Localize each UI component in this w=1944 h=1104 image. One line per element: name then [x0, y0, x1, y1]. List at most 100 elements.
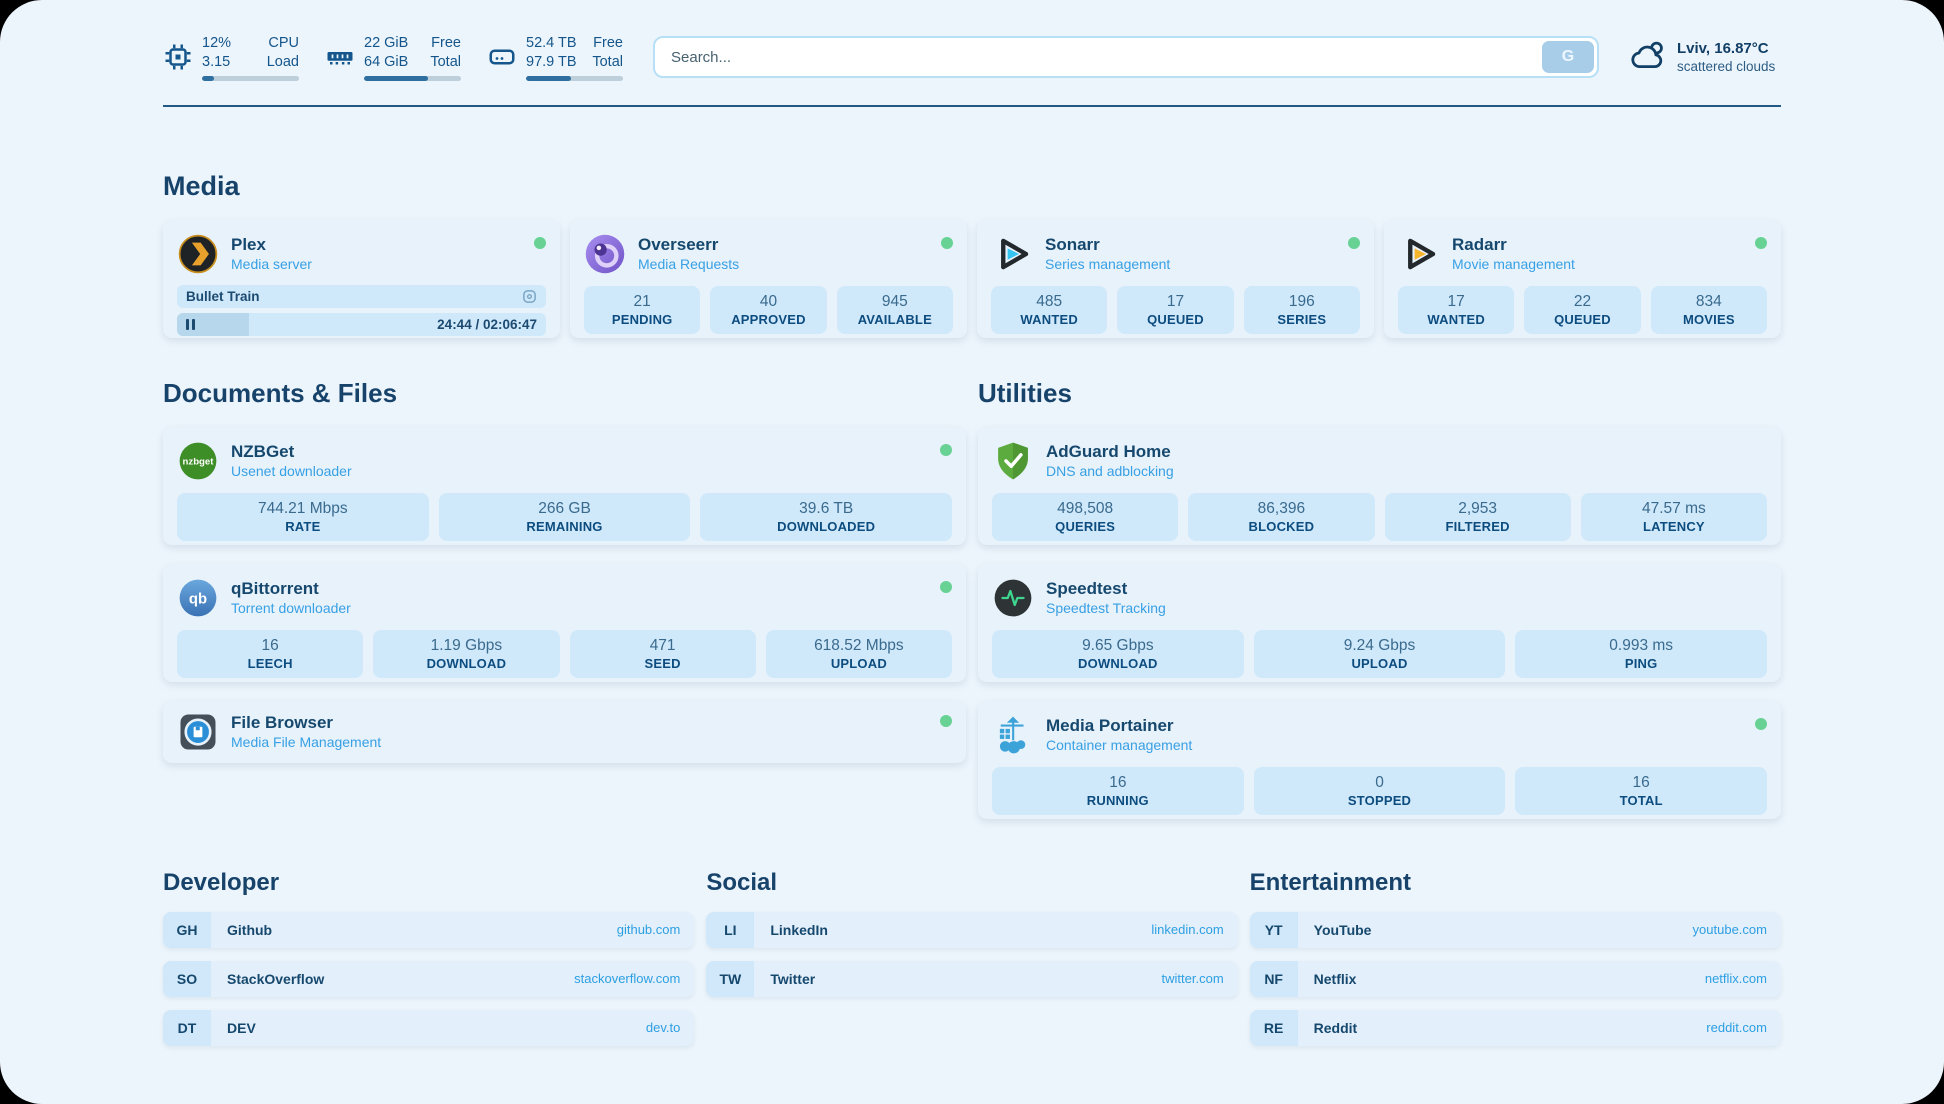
search-engine-button[interactable]: G: [1542, 41, 1594, 74]
app-subtitle: Media Requests: [638, 256, 740, 273]
link-url: twitter.com: [1161, 971, 1224, 987]
app-name: Media Portainer: [1046, 716, 1174, 736]
weather-location-temp: Lviv, 16.87°C: [1677, 40, 1769, 58]
search-input[interactable]: [655, 38, 1539, 77]
stat-queued: 22 QUEUED: [1524, 285, 1641, 334]
stat-download: 1.19 Gbps DOWNLOAD: [373, 629, 560, 678]
app-subtitle: Speedtest Tracking: [1046, 600, 1166, 617]
link-dev[interactable]: DT DEV dev.to: [163, 1009, 695, 1046]
load-label: Load: [266, 53, 299, 70]
link-url: dev.to: [645, 1020, 681, 1036]
adguard-icon: [992, 440, 1034, 482]
ram-stat-widget: 22 GiB Free 64 GiB Total: [325, 34, 461, 81]
section-title-entertainment: Entertainment: [1249, 868, 1412, 896]
stat-filtered: 2,953 FILTERED: [1384, 492, 1571, 541]
app-name: Plex: [231, 235, 266, 255]
disk-free-value: 52.4 TB: [526, 35, 577, 51]
link-url: linkedin.com: [1151, 922, 1224, 938]
weather-widget: Lviv, 16.87°C scattered clouds: [1629, 38, 1781, 77]
sonarr-card[interactable]: Sonarr Series management 485 WANTED 17 QUE…: [977, 219, 1374, 338]
disk-total-value: 97.9 TB: [526, 53, 577, 70]
top-bar: 12% CPU 3.15 Load 22 GiB Free 64 GiB Total: [163, 0, 1781, 81]
filebrowser-card[interactable]: File Browser Media File Management: [163, 700, 966, 763]
section-developer: Developer GH Github github.com SO StackO…: [163, 869, 695, 1046]
link-name: Netflix: [1313, 970, 1357, 987]
stat-wanted: 17 WANTED: [1398, 285, 1515, 334]
link-reddit[interactable]: RE Reddit reddit.com: [1249, 1009, 1781, 1046]
stat-downloaded: 39.6 TB DOWNLOADED: [700, 492, 953, 541]
stat-ping: 0.993 ms PING: [1515, 629, 1768, 678]
section-title-documents: Documents & Files: [163, 377, 398, 408]
link-abbr: YT: [1249, 911, 1298, 948]
link-name: YouTube: [1313, 921, 1372, 938]
stat-running: 16 RUNNING: [992, 766, 1244, 815]
link-abbr: SO: [163, 960, 211, 997]
overseerr-card[interactable]: Overseerr Media Requests 21 PENDING 40 APP…: [570, 219, 967, 338]
cpu-usage-value: 12%: [202, 35, 232, 51]
link-url: reddit.com: [1706, 1020, 1767, 1036]
status-online-dot: [940, 714, 952, 727]
screen-icon: [522, 289, 537, 304]
svg-text:nzbget: nzbget: [183, 456, 215, 467]
app-name: qBittorrent: [231, 579, 319, 599]
pause-icon[interactable]: [186, 318, 195, 330]
portainer-icon: [992, 714, 1034, 756]
section-utilities: Utilities AdGuard Home DNS and adblockin…: [978, 378, 1781, 819]
link-url: netflix.com: [1704, 971, 1767, 987]
playback-progress-row: 24:44 / 02:06:47: [177, 312, 546, 336]
radarr-card[interactable]: Radarr Movie management 17 WANTED 22 QUEUE…: [1384, 219, 1781, 338]
now-playing-row: Bullet Train: [177, 284, 546, 308]
stat-series: 196 SERIES: [1243, 285, 1360, 334]
plex-card[interactable]: Plex Media server Bullet Train: [163, 219, 560, 338]
sonarr-icon: [991, 233, 1033, 275]
link-name: LinkedIn: [770, 921, 828, 938]
stat-leech: 16 LEECH: [177, 629, 364, 678]
app-name: Speedtest: [1046, 579, 1128, 599]
free-label: Free: [431, 35, 461, 51]
link-netflix[interactable]: NF Netflix netflix.com: [1249, 960, 1781, 997]
cpu-icon: [163, 42, 193, 72]
app-name: Overseerr: [638, 235, 719, 255]
nzbget-card[interactable]: nzbget NZBGet Usenet downloader 744.21 M…: [163, 426, 966, 545]
cpu-progress-bar: [202, 75, 299, 81]
link-github[interactable]: GH Github github.com: [163, 911, 695, 948]
app-subtitle: DNS and adblocking: [1046, 463, 1174, 480]
section-title-utilities: Utilities: [978, 377, 1072, 408]
qbittorrent-card[interactable]: qb qBittorrent Torrent downloader 16 LEEC…: [163, 563, 966, 682]
app-subtitle: Usenet downloader: [231, 463, 352, 480]
total-label: Total: [430, 53, 461, 70]
speedtest-card[interactable]: Speedtest Speedtest Tracking 9.65 Gbps DO…: [978, 563, 1781, 682]
link-youtube[interactable]: YT YouTube youtube.com: [1249, 911, 1781, 948]
link-twitter[interactable]: TW Twitter twitter.com: [706, 960, 1238, 997]
stat-stopped: 0 STOPPED: [1253, 766, 1506, 815]
link-linkedin[interactable]: LI LinkedIn linkedin.com: [706, 911, 1238, 948]
link-name: Twitter: [770, 970, 816, 987]
stat-queries: 498,508 QUERIES: [992, 492, 1179, 541]
cpu-load-value: 3.15: [202, 53, 231, 70]
stat-approved: 40 APPROVED: [710, 285, 827, 334]
disk-icon: [487, 42, 517, 72]
link-stackoverflow[interactable]: SO StackOverflow stackoverflow.com: [163, 960, 695, 997]
stat-remaining: 266 GB REMAINING: [438, 492, 691, 541]
link-name: Github: [227, 921, 273, 938]
total-label: Total: [592, 53, 623, 70]
app-name: Sonarr: [1045, 235, 1100, 255]
app-subtitle: Media File Management: [231, 734, 382, 751]
link-url: stackoverflow.com: [574, 971, 681, 987]
link-name: Reddit: [1313, 1019, 1358, 1036]
adguard-card[interactable]: AdGuard Home DNS and adblocking 498,508 Q…: [978, 426, 1781, 545]
section-entertainment: Entertainment YT YouTube youtube.com NF …: [1249, 868, 1781, 1046]
free-label: Free: [593, 35, 623, 51]
ram-icon: [325, 42, 355, 72]
stat-upload: 9.24 Gbps UPLOAD: [1253, 629, 1506, 678]
status-online-dot: [1348, 236, 1360, 249]
section-media: Media Plex Media server Bullet: [163, 171, 1781, 338]
portainer-card[interactable]: Media Portainer Container management 16 R…: [978, 700, 1781, 819]
filebrowser-icon: [177, 711, 219, 753]
ram-progress-bar: [364, 75, 461, 81]
status-online-dot: [940, 580, 952, 593]
ram-free-value: 22 GiB: [364, 35, 409, 51]
cpu-stat-widget: 12% CPU 3.15 Load: [163, 34, 299, 81]
svg-text:qb: qb: [189, 591, 207, 607]
